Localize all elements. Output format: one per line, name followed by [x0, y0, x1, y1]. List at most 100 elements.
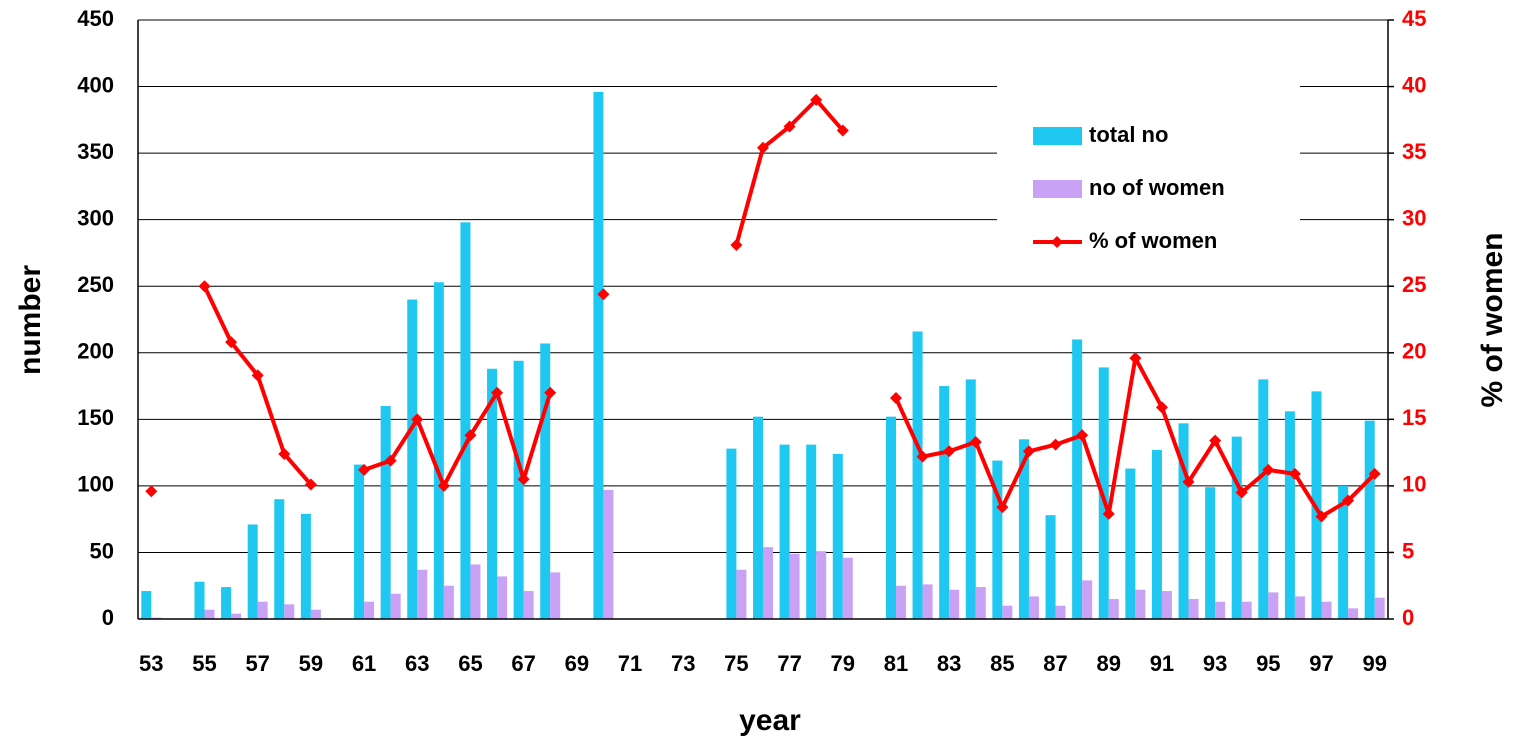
bar	[1178, 423, 1189, 619]
x-tick-label: 71	[618, 651, 642, 676]
bar	[433, 282, 444, 619]
bar	[1002, 605, 1013, 619]
bar	[204, 609, 215, 619]
legend-label: % of women	[1089, 228, 1217, 253]
x-tick-label: 67	[511, 651, 535, 676]
bar	[895, 585, 906, 619]
bar	[257, 601, 268, 619]
bar	[1055, 605, 1066, 619]
y2-tick-label: 35	[1402, 139, 1426, 164]
bar	[221, 587, 232, 619]
bar	[1205, 487, 1216, 619]
marker	[358, 463, 371, 476]
marker	[1076, 429, 1089, 442]
bar	[949, 589, 960, 619]
bar	[1241, 601, 1252, 619]
marker	[384, 454, 397, 467]
x-tick-label: 53	[139, 651, 163, 676]
bar	[1258, 379, 1269, 619]
marker	[969, 435, 982, 448]
bar	[593, 91, 604, 619]
x-axis-label: year	[739, 704, 801, 737]
bar	[1028, 596, 1039, 619]
bar	[922, 584, 933, 619]
bar	[1188, 599, 1199, 619]
bar	[1135, 589, 1146, 619]
y-tick-label: 0	[102, 605, 114, 630]
bar	[354, 464, 365, 619]
x-tick-label: 99	[1362, 651, 1386, 676]
marker	[278, 447, 291, 460]
marker	[1182, 475, 1195, 488]
y-tick-label: 150	[77, 405, 114, 430]
bar	[603, 489, 614, 619]
bar	[274, 499, 285, 619]
y2-tick-label: 10	[1402, 472, 1426, 497]
bar	[1018, 439, 1029, 619]
bar	[726, 448, 737, 619]
marker	[916, 450, 929, 463]
bar	[380, 406, 391, 619]
legend-label: total no	[1089, 122, 1168, 147]
marker	[517, 473, 530, 486]
x-tick-label: 85	[990, 651, 1014, 676]
marker	[198, 280, 211, 293]
x-tick-label: 73	[671, 651, 695, 676]
bar	[417, 569, 428, 619]
marker	[1049, 438, 1062, 451]
y-tick-label: 200	[77, 339, 114, 364]
bar	[1161, 591, 1172, 619]
bar	[497, 576, 508, 619]
bar	[1045, 515, 1056, 619]
x-tick-label: 97	[1309, 651, 1333, 676]
bar	[779, 444, 790, 619]
x-tick-label: 65	[458, 651, 482, 676]
marker	[1209, 434, 1222, 447]
legend-box	[997, 70, 1300, 270]
y-tick-label: 50	[90, 538, 114, 563]
bar	[443, 585, 454, 619]
bar	[247, 524, 258, 619]
bar	[550, 572, 561, 619]
y-tick-label: 100	[77, 472, 114, 497]
x-tick-label: 63	[405, 651, 429, 676]
bar	[300, 513, 311, 619]
bar	[513, 360, 524, 619]
marker	[544, 386, 557, 399]
legend-label: no of women	[1089, 175, 1225, 200]
bar	[231, 613, 242, 619]
x-tick-label: 75	[724, 651, 748, 676]
marker	[464, 429, 477, 442]
x-tick-label: 55	[192, 651, 216, 676]
bar	[407, 299, 418, 619]
bar	[284, 604, 295, 619]
marker	[836, 124, 849, 137]
x-tick-label: 81	[884, 651, 908, 676]
bar	[736, 569, 747, 619]
bar	[194, 581, 205, 619]
marker	[1315, 510, 1328, 523]
bar	[470, 564, 481, 619]
bar	[1321, 601, 1332, 619]
bar	[1151, 449, 1162, 619]
bar	[364, 601, 375, 619]
x-tick-label: 95	[1256, 651, 1280, 676]
x-tick-label: 77	[777, 651, 801, 676]
bar	[1294, 596, 1305, 619]
y-tick-label: 450	[77, 6, 114, 31]
bar	[806, 444, 817, 619]
bar	[832, 453, 843, 619]
bar	[965, 379, 976, 619]
bar	[310, 609, 321, 619]
y2-tick-label: 40	[1402, 72, 1426, 97]
y-tick-label: 300	[77, 205, 114, 230]
bar	[1284, 411, 1295, 619]
bar	[1082, 580, 1093, 619]
x-tick-label: 93	[1203, 651, 1227, 676]
bar	[885, 416, 896, 619]
y-tick-label: 400	[77, 72, 114, 97]
marker	[730, 238, 743, 251]
y2-tick-label: 45	[1402, 6, 1426, 31]
y2-tick-label: 30	[1402, 205, 1426, 230]
